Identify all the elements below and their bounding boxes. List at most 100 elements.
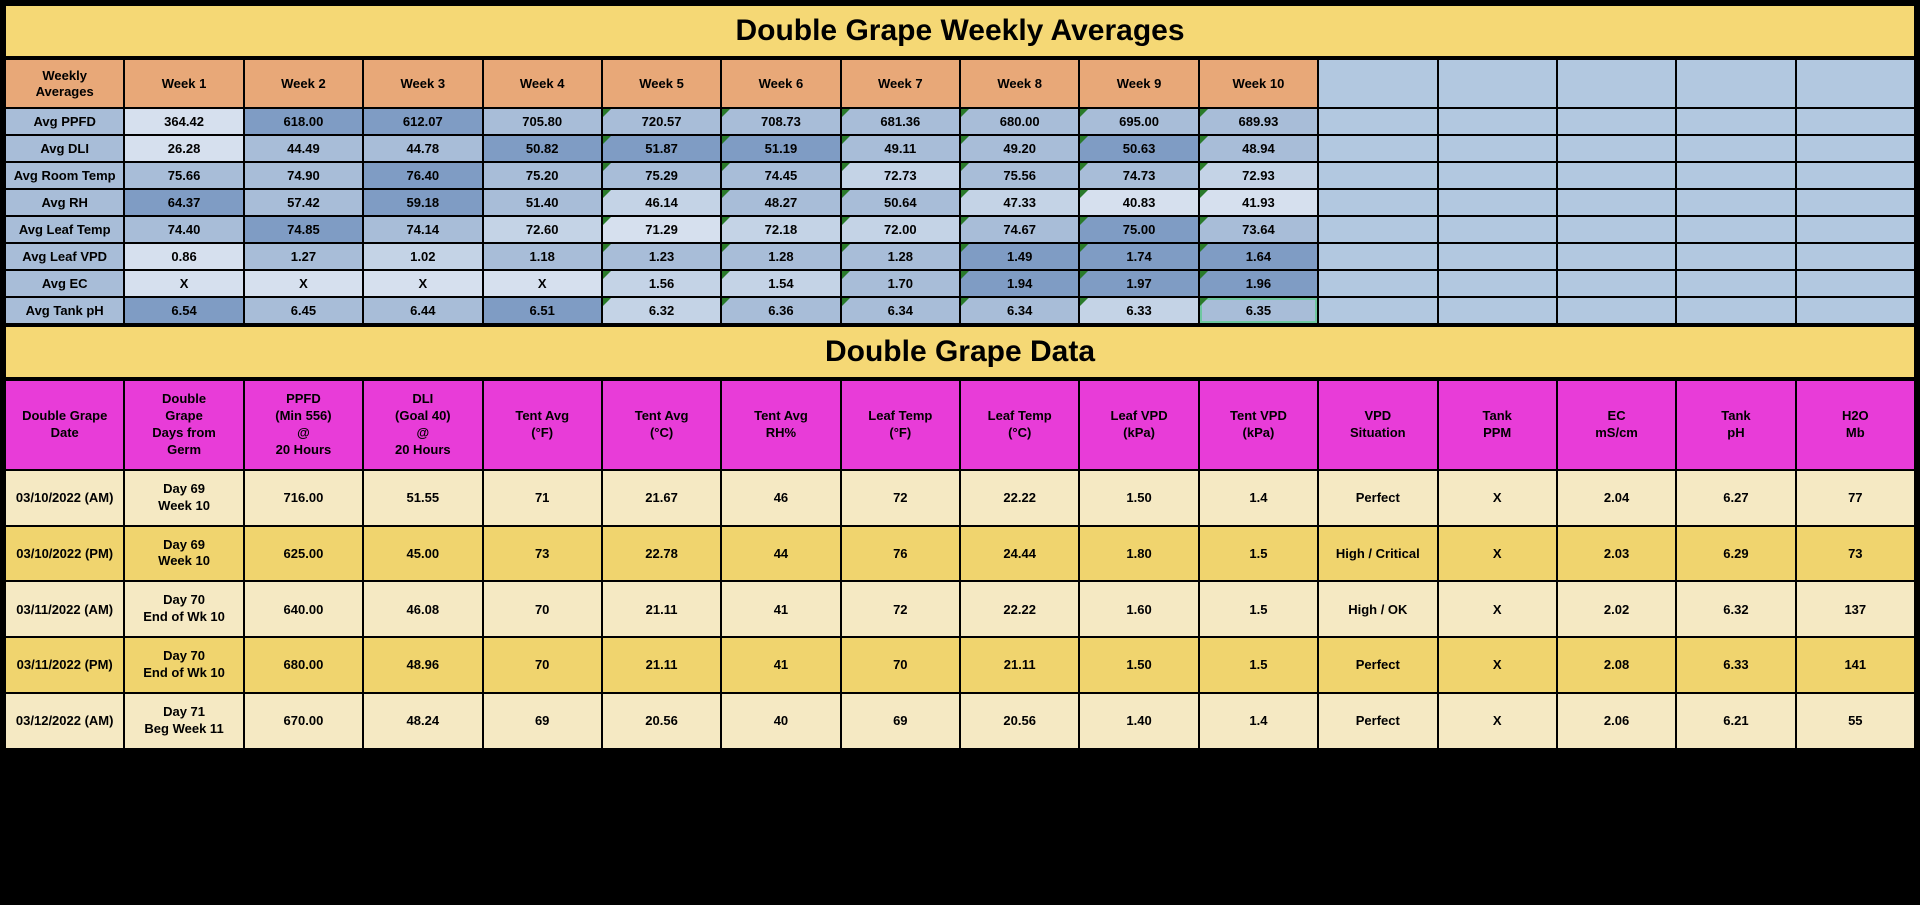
weekly-cell-blank[interactable] [1318, 270, 1437, 297]
data-cell[interactable]: 640.00 [244, 581, 363, 637]
weekly-cell-blank[interactable] [1796, 108, 1915, 135]
weekly-cell-blank[interactable] [1438, 189, 1557, 216]
weekly-cell[interactable]: X [124, 270, 243, 297]
data-cell[interactable]: 6.27 [1676, 470, 1795, 526]
data-col-header[interactable]: ECmS/cm [1557, 380, 1676, 470]
week-header-blank[interactable] [1438, 59, 1557, 108]
weekly-cell[interactable]: 680.00 [960, 108, 1079, 135]
weekly-cell[interactable]: 49.20 [960, 135, 1079, 162]
weekly-cell[interactable]: 26.28 [124, 135, 243, 162]
weekly-cell-blank[interactable] [1438, 216, 1557, 243]
weekly-cell-blank[interactable] [1557, 189, 1676, 216]
weekly-cell[interactable]: 681.36 [841, 108, 960, 135]
weekly-row-label[interactable]: Avg EC [5, 270, 124, 297]
data-cell[interactable]: Perfect [1318, 693, 1437, 749]
data-col-header[interactable]: TankPPM [1438, 380, 1557, 470]
weekly-cell-blank[interactable] [1796, 135, 1915, 162]
data-col-header[interactable]: Leaf Temp(°F) [841, 380, 960, 470]
weekly-cell[interactable]: 1.70 [841, 270, 960, 297]
data-cell[interactable]: 77 [1796, 470, 1915, 526]
weekly-cell[interactable]: 40.83 [1079, 189, 1198, 216]
week-header[interactable]: Week 8 [960, 59, 1079, 108]
data-date-cell[interactable]: 03/12/2022 (AM) [5, 693, 124, 749]
data-cell[interactable]: 73 [1796, 526, 1915, 582]
data-cell[interactable]: 41 [721, 637, 840, 693]
weekly-cell-blank[interactable] [1676, 216, 1795, 243]
weekly-cell[interactable]: 71.29 [602, 216, 721, 243]
week-header[interactable]: Week 9 [1079, 59, 1198, 108]
data-cell[interactable]: 6.33 [1676, 637, 1795, 693]
data-cell[interactable]: X [1438, 581, 1557, 637]
weekly-cell[interactable]: 74.40 [124, 216, 243, 243]
weekly-cell[interactable]: 50.64 [841, 189, 960, 216]
data-cell[interactable]: X [1438, 470, 1557, 526]
weekly-cell[interactable]: 75.20 [483, 162, 602, 189]
data-cell[interactable]: 69 [483, 693, 602, 749]
weekly-cell-blank[interactable] [1676, 297, 1795, 324]
weekly-cell-blank[interactable] [1318, 297, 1437, 324]
weekly-cell[interactable]: 6.51 [483, 297, 602, 324]
weekly-cell[interactable]: 44.49 [244, 135, 363, 162]
weekly-cell-blank[interactable] [1796, 162, 1915, 189]
weekly-cell[interactable]: 1.96 [1199, 270, 1318, 297]
week-header-blank[interactable] [1557, 59, 1676, 108]
data-cell[interactable]: 1.5 [1199, 526, 1318, 582]
data-cell[interactable]: 46 [721, 470, 840, 526]
weekly-cell[interactable]: 50.63 [1079, 135, 1198, 162]
data-cell[interactable]: 69 [841, 693, 960, 749]
data-cell[interactable]: High / Critical [1318, 526, 1437, 582]
data-date-cell[interactable]: 03/11/2022 (AM) [5, 581, 124, 637]
weekly-cell-blank[interactable] [1796, 270, 1915, 297]
weekly-cell[interactable]: 44.78 [363, 135, 482, 162]
data-col-header[interactable]: VPDSituation [1318, 380, 1437, 470]
data-col-header[interactable]: TankpH [1676, 380, 1795, 470]
weekly-cell-blank[interactable] [1438, 243, 1557, 270]
weekly-cell-blank[interactable] [1318, 243, 1437, 270]
weekly-cell-blank[interactable] [1318, 108, 1437, 135]
weekly-row-label[interactable]: Avg Leaf Temp [5, 216, 124, 243]
weekly-cell[interactable]: 48.94 [1199, 135, 1318, 162]
weekly-row-label[interactable]: Avg DLI [5, 135, 124, 162]
data-cell[interactable]: 22.78 [602, 526, 721, 582]
weekly-cell[interactable]: 364.42 [124, 108, 243, 135]
weekly-cell[interactable]: 1.54 [721, 270, 840, 297]
weekly-cell-blank[interactable] [1318, 162, 1437, 189]
weekly-cell[interactable]: 720.57 [602, 108, 721, 135]
data-cell[interactable]: 21.11 [602, 581, 721, 637]
data-cell[interactable]: 72 [841, 470, 960, 526]
weekly-cell-blank[interactable] [1438, 270, 1557, 297]
weekly-cell-blank[interactable] [1796, 189, 1915, 216]
weekly-cell[interactable]: 72.00 [841, 216, 960, 243]
data-col-header[interactable]: PPFD(Min 556)@20 Hours [244, 380, 363, 470]
weekly-cell-blank[interactable] [1796, 216, 1915, 243]
weekly-cell-blank[interactable] [1557, 243, 1676, 270]
data-cell[interactable]: 141 [1796, 637, 1915, 693]
data-days-cell[interactable]: Day 71Beg Week 11 [124, 693, 243, 749]
data-cell[interactable]: Perfect [1318, 470, 1437, 526]
data-cell[interactable]: 21.11 [602, 637, 721, 693]
weekly-cell[interactable]: 6.34 [841, 297, 960, 324]
weekly-cell[interactable]: 72.60 [483, 216, 602, 243]
weekly-cell[interactable]: 1.18 [483, 243, 602, 270]
weekly-cell-blank[interactable] [1438, 135, 1557, 162]
week-header[interactable]: Week 2 [244, 59, 363, 108]
weekly-cell[interactable]: 1.28 [721, 243, 840, 270]
weekly-cell[interactable]: 6.33 [1079, 297, 1198, 324]
weekly-cell[interactable]: 64.37 [124, 189, 243, 216]
weekly-row-label[interactable]: Avg RH [5, 189, 124, 216]
weekly-cell[interactable]: 6.35 [1199, 297, 1318, 324]
week-header-blank[interactable] [1676, 59, 1795, 108]
weekly-cell[interactable]: 72.73 [841, 162, 960, 189]
weekly-cell[interactable]: 1.64 [1199, 243, 1318, 270]
weekly-cell[interactable]: 618.00 [244, 108, 363, 135]
data-col-header[interactable]: Tent Avg(°F) [483, 380, 602, 470]
data-cell[interactable]: 73 [483, 526, 602, 582]
weekly-cell[interactable]: 76.40 [363, 162, 482, 189]
data-cell[interactable]: 625.00 [244, 526, 363, 582]
data-cell[interactable]: 20.56 [602, 693, 721, 749]
data-cell[interactable]: 1.50 [1079, 637, 1198, 693]
data-cell[interactable]: 48.24 [363, 693, 482, 749]
weekly-cell[interactable]: 41.93 [1199, 189, 1318, 216]
weekly-cell[interactable]: 1.23 [602, 243, 721, 270]
data-cell[interactable]: 1.4 [1199, 470, 1318, 526]
